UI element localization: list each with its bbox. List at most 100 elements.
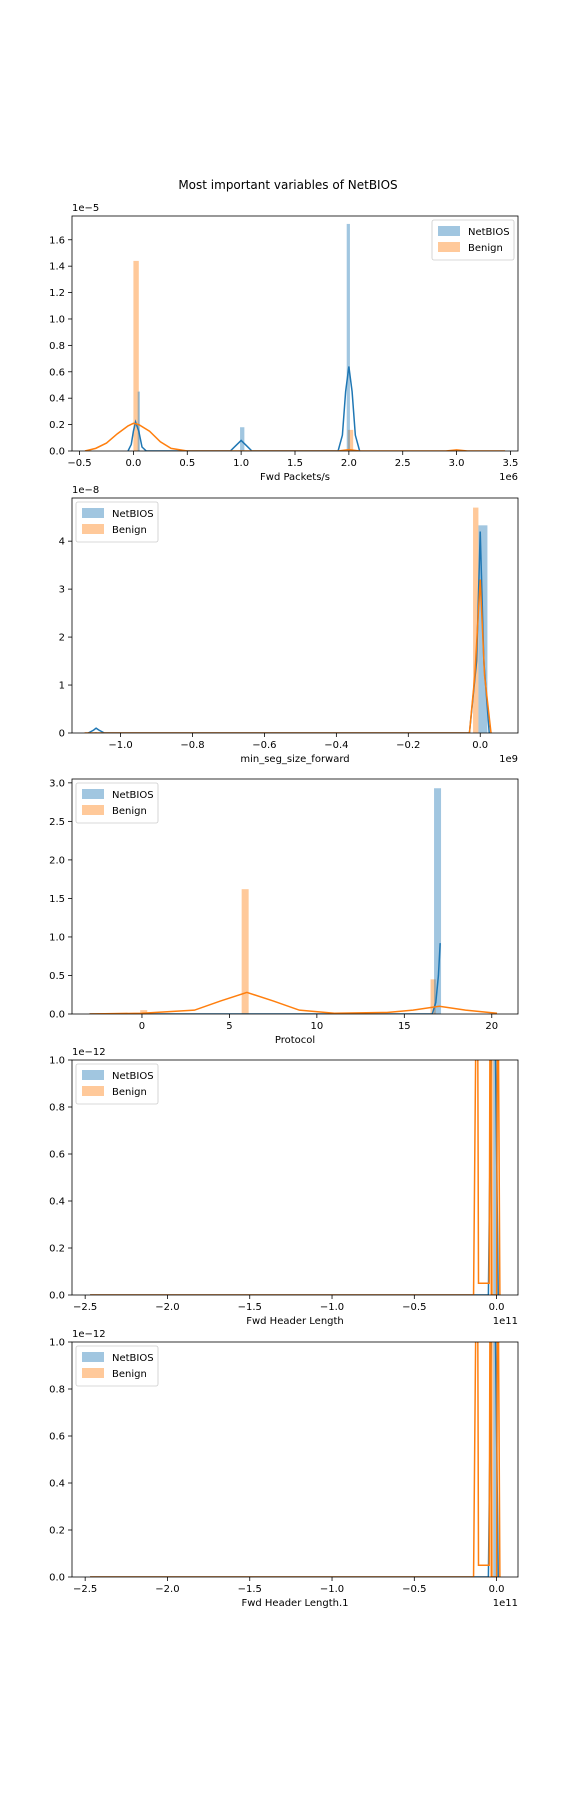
x-tick-label: −1.0 [108,740,132,751]
histogram-bar-netbios-1 [137,391,140,451]
axes-frame [71,497,519,734]
legend-swatch-benign [82,1368,104,1378]
x-tick-label: 0.0 [489,1302,505,1313]
x-tick-label: 10 [310,1021,323,1032]
kde-line-netbios [89,943,441,1014]
x-tick-label: −0.8 [180,740,204,751]
y-tick-label: 1.6 [49,235,65,246]
plot-area [90,1060,501,1295]
x-tick-label: −2.0 [155,1302,179,1313]
histogram-bar-benign-1 [241,889,249,1014]
histogram-bar-benign-3 [430,979,436,1014]
y-offset-label: 1e−12 [72,1329,106,1340]
y-tick-label: 0.8 [49,341,65,352]
x-tick-label: 1.5 [287,458,303,469]
figure-title: Most important variables of NetBIOS [178,178,397,192]
y-tick-label: 0.6 [49,1432,65,1443]
legend-label-benign: Benign [112,806,147,817]
subplot-4: −2.5 −2.0 −1.5 −1.0 −0.5 0.0 0.0 0.2 0.4 0.6 0.8 1.… [49,1047,519,1327]
x-tick-label: −0.4 [324,740,348,751]
x-axis-label: Fwd Header Length.1 [241,1598,348,1609]
y-tick-label: 3 [59,585,65,596]
legend: NetBIOS Benign [75,501,159,543]
y-tick-label: 3.0 [49,778,65,789]
x-axis-label: Fwd Header Length [246,1316,344,1327]
legend-label-netbios: NetBIOS [112,509,154,520]
y-tick-label: 2.0 [49,855,65,866]
y-tick-label: 1.0 [49,1338,65,1349]
legend-label-netbios: NetBIOS [112,790,154,801]
subplot-3: 0 5 10 15 20 0.0 0.5 1.0 1.5 2.0 2.5 3.0 Protocol Net… [49,778,519,1046]
plot-area [84,507,492,733]
y-tick-label: 1.4 [49,262,65,273]
histogram-bar-benign-1 [133,260,139,451]
y-tick-label: 1.0 [49,932,65,943]
y-tick-label: 0.6 [49,1150,65,1161]
legend-swatch-netbios [82,1352,104,1362]
y-tick-label: 0.6 [49,367,65,378]
legend-swatch-benign [82,805,104,815]
x-tick-label: 15 [398,1021,411,1032]
y-tick-label: 1.0 [49,1056,65,1067]
x-axis-label: min_seg_size_forward [240,754,349,765]
x-tick-label: 0.0 [125,458,141,469]
legend: NetBIOS Benign [75,1063,159,1105]
legend-label-netbios: NetBIOS [112,1071,154,1082]
y-tick-label: 0.0 [49,1010,65,1021]
y-tick-label: 0.0 [49,1291,65,1302]
y-tick-label: 0.0 [49,1573,65,1584]
subplot-5: −2.5 −2.0 −1.5 −1.0 −0.5 0.0 0.0 0.2 0.4 0.6 0.8 1.… [49,1329,519,1609]
histogram-bar-netbios-1 [434,788,442,1014]
y-tick-label: 0.5 [49,971,65,982]
legend-swatch-netbios [82,508,104,518]
histogram-bar-benign-2 [347,429,354,451]
x-tick-label: −1.5 [238,1302,262,1313]
y-tick-label: 0.2 [49,420,65,431]
y-tick-label: 2.5 [49,817,65,828]
x-axis-label: Protocol [275,1035,315,1046]
y-tick-label: 0.4 [49,1197,65,1208]
y-tick-label: 0.2 [49,1244,65,1255]
x-tick-label: −1.0 [320,1584,344,1595]
y-tick-label: 1 [59,681,65,692]
axes-frame [71,1341,519,1578]
x-tick-label: 0.5 [179,458,195,469]
histogram-bar-netbios-2 [240,427,245,451]
legend: NetBIOS Benign [431,219,515,261]
x-tick-label: −0.6 [252,740,276,751]
x-tick-label: −0.2 [396,740,420,751]
axes-frame [71,1059,519,1296]
histogram-bar-netbios-1 [493,1060,497,1295]
legend-swatch-netbios [438,226,460,236]
kde-line-benign [89,991,498,1014]
legend-label-benign: Benign [468,243,503,254]
x-tick-label: 1.0 [233,458,249,469]
x-tick-label: 0.0 [472,740,488,751]
legend-swatch-netbios [82,789,104,799]
x-tick-label: −2.0 [155,1584,179,1595]
kde-line-netbios [90,1342,499,1577]
histogram-bar-benign-1 [473,507,479,733]
x-tick-label: 5 [226,1021,232,1032]
x-tick-label: −1.0 [320,1302,344,1313]
x-tick-label: 20 [485,1021,498,1032]
x-tick-label: −0.5 [402,1302,426,1313]
x-tick-label: −2.5 [73,1302,97,1313]
y-tick-label: 1.0 [49,314,65,325]
y-tick-label: 0.2 [49,1526,65,1537]
legend-frame [75,1345,159,1387]
x-tick-label: 3.0 [449,458,465,469]
legend-frame [75,1063,159,1105]
legend-label-benign: Benign [112,1369,147,1380]
x-offset-label: 1e11 [493,1316,518,1327]
x-tick-label: −0.5 [402,1584,426,1595]
legend-frame [75,501,159,543]
histogram-bar-netbios-3 [346,223,350,451]
legend: NetBIOS Benign [75,782,159,824]
plot-area [90,1342,501,1577]
legend-swatch-netbios [82,1070,104,1080]
x-offset-label: 1e6 [499,472,518,483]
legend-swatch-benign [438,242,460,252]
y-offset-label: 1e−5 [72,203,99,214]
